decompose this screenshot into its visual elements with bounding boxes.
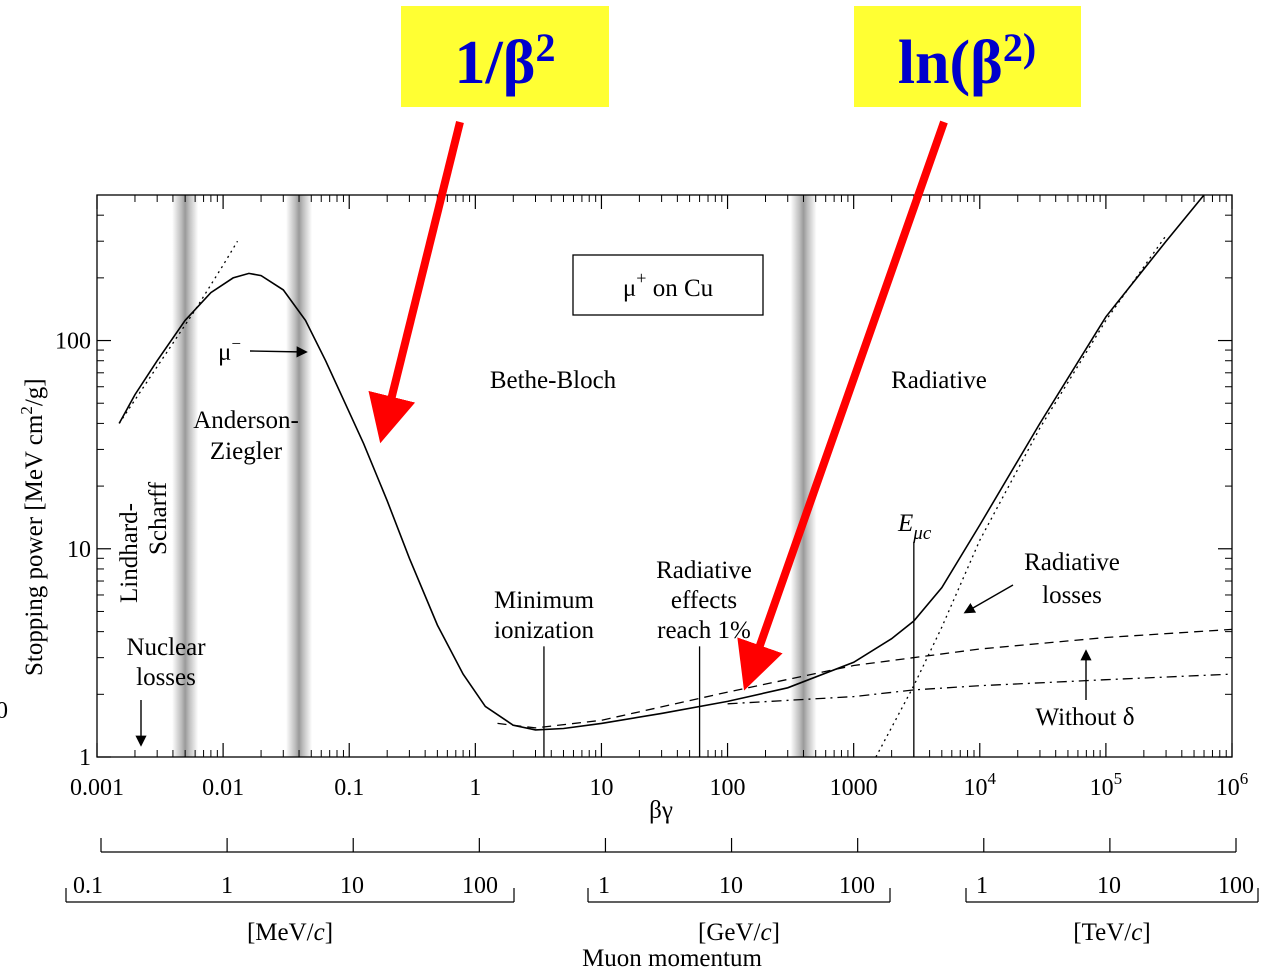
x-tick-label: 104 [964,769,997,801]
radlosses-label-1: Radiative [1024,549,1120,576]
momentum-tick-label: 1 [976,873,988,899]
curve-dashed [497,628,1233,729]
callout-text-1: 1/β2 [455,25,556,97]
transition-bands [172,195,817,757]
red-arrow-1 [368,121,464,444]
momentum-tick-label: 10 [719,873,743,899]
y-tick-label: 10 [67,537,91,563]
lindhard-label: Lindhard- [116,503,143,603]
x-tick-label: 0.1 [334,775,364,801]
momentum-axis: 0.1 1 10 100 [MeV/c] 1 10 100 [GeV/c] 1 10 100 [TeV/… [65,838,1259,946]
transition-band [790,195,817,757]
x-tick-label: 105 [1090,769,1123,801]
plot-frame [96,194,1233,758]
mu-minus-label: μ− [218,334,241,366]
momentum-unit-label: [MeV/c] [247,919,333,946]
radeff-label-3: reach 1% [657,617,751,644]
radiative-label: Radiative [891,367,987,394]
radlosses-arrow [963,584,1014,614]
x-axis-label: βγ [649,797,673,824]
scharff-label: Scharff [145,481,172,555]
chart-title: μ+ on Cu [623,268,714,302]
momentum-tick-label: 100 [1218,873,1254,899]
momentum-tick-label: 100 [462,873,498,899]
callout-box-2 [854,6,1081,107]
radeff-label-2: effects [671,587,737,614]
y-tick-label: 1 [79,745,91,771]
red-arrow-2 [737,120,948,691]
without-delta-label: Without δ [1036,704,1135,731]
momentum-tick-label: 0.1 [73,873,103,899]
emuc-label: Eμc [897,510,932,544]
transition-band [286,195,313,757]
transition-band [172,195,199,757]
callout-box-1 [401,6,609,107]
x-tick-label: 1 [469,775,481,801]
nuclear-label: Nuclear [126,634,206,661]
title-box [572,254,764,316]
momentum-tick-label: 1 [221,873,233,899]
minimum-label: Minimum [494,587,595,614]
curve-solid [118,194,1205,731]
y-tick-label: 100 [55,329,91,355]
marker-lines [543,541,915,757]
momentum-unit-label: [GeV/c] [698,919,780,946]
momentum-tick-label: 1 [598,873,610,899]
momentum-title: Muon momentum [582,945,762,972]
x-tick-labels: 0.001 0.01 0.1 1 10 100 1000 104 105 106 [70,769,1248,801]
y-tick-labels: 1 10 100 [55,329,91,771]
y-axis-label-text: Stopping power [MeV cm2/g] [17,378,48,676]
bethe-bloch-label: Bethe-Bloch [490,367,617,394]
momentum-tick-label: 10 [1097,873,1121,899]
curve-dotted [118,240,239,424]
callout-text-2: ln(β2) [898,25,1036,97]
x-tick-label: 106 [1216,769,1249,801]
ionization-label: ionization [494,617,594,644]
curve-dashdot [727,673,1233,705]
mu-minus-arrow [249,346,308,358]
x-tick-label: 10 [589,775,613,801]
curves [118,194,1233,758]
losses-label: losses [136,664,196,691]
stray-label: 0 [0,698,8,724]
x-tick-label: 0.001 [70,775,124,801]
title-mu: μ [623,275,636,302]
x-tick-label: 100 [710,775,746,801]
momentum-tick-label: 100 [839,873,875,899]
momentum-unit-label: [TeV/c] [1073,919,1150,946]
radeff-label-1: Radiative [656,557,752,584]
ziegler-label: Ziegler [210,438,283,465]
title-sup: + [636,268,646,288]
x-tick-label: 1000 [830,775,878,801]
anderson-label: Anderson- [193,407,299,434]
radlosses-label-2: losses [1042,582,1102,609]
title-rest: on Cu [646,275,713,302]
x-tick-label: 0.01 [202,775,244,801]
momentum-tick-label: 10 [340,873,364,899]
curve-dotted [875,235,1167,758]
